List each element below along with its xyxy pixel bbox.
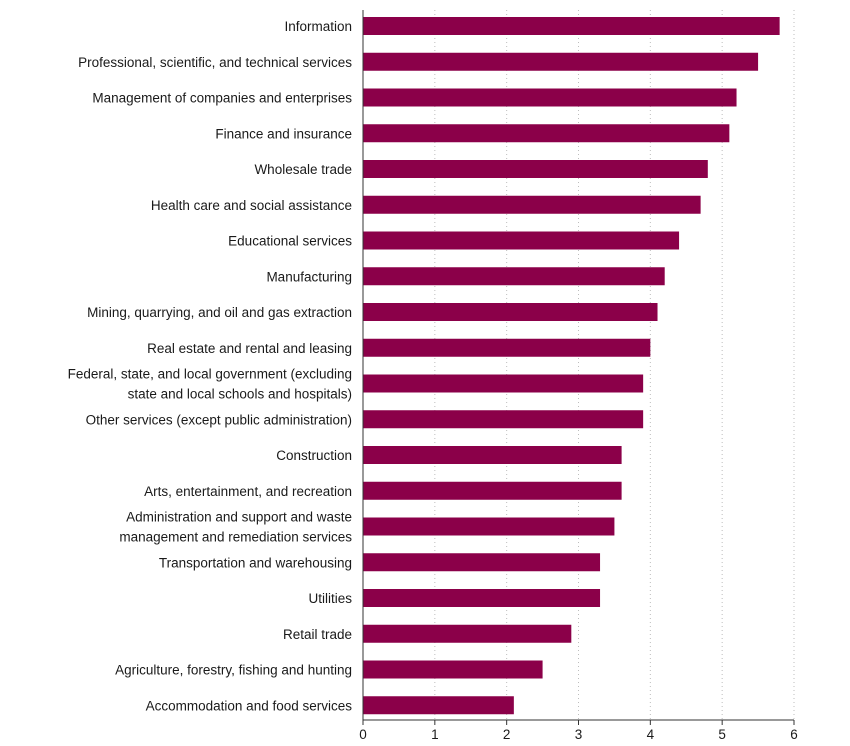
bar bbox=[363, 517, 615, 536]
x-tick-label: 4 bbox=[647, 727, 655, 742]
bar bbox=[363, 696, 514, 715]
category-label: Information bbox=[284, 19, 352, 34]
bar bbox=[363, 160, 708, 178]
x-tick-label: 6 bbox=[790, 727, 798, 742]
category-labels: Information Professional, scientific, and… bbox=[68, 19, 353, 713]
category-label: Management of companies and enterprises bbox=[92, 91, 352, 106]
category-label: Real estate and rental and leasing bbox=[147, 341, 352, 356]
category-label: Educational services bbox=[228, 234, 352, 249]
bar bbox=[363, 267, 665, 286]
category-label: Arts, entertainment, and recreation bbox=[144, 484, 352, 499]
category-label: Federal, state, and local government (ex… bbox=[68, 367, 352, 402]
gridlines bbox=[434, 10, 795, 720]
category-label: Finance and insurance bbox=[215, 126, 352, 141]
category-label: Accommodation and food services bbox=[146, 698, 353, 713]
category-label: Agriculture, forestry, fishing and hunti… bbox=[115, 663, 352, 678]
bar bbox=[363, 231, 680, 250]
x-axis: 0 1 2 3 4 5 6 bbox=[359, 10, 798, 742]
category-label: Manufacturing bbox=[266, 269, 352, 284]
category-label: Health care and social assistance bbox=[151, 198, 352, 213]
category-label: Mining, quarrying, and oil and gas extra… bbox=[87, 305, 352, 320]
bar bbox=[363, 660, 543, 679]
bar bbox=[363, 410, 644, 429]
bar bbox=[363, 17, 780, 35]
category-label: Retail trade bbox=[283, 627, 352, 642]
category-label: Transportation and warehousing bbox=[159, 555, 352, 570]
x-tick-label: 0 bbox=[359, 727, 367, 742]
x-tick-label: 5 bbox=[718, 727, 726, 742]
category-label: Construction bbox=[276, 448, 352, 463]
category-label: Utilities bbox=[308, 591, 352, 606]
category-label: Professional, scientific, and technical … bbox=[78, 55, 352, 70]
bar bbox=[363, 52, 759, 71]
bar bbox=[363, 303, 658, 321]
bar bbox=[363, 446, 622, 464]
bar bbox=[363, 553, 601, 572]
x-tick-label: 1 bbox=[431, 727, 439, 742]
category-label: Administration and support and waste mana… bbox=[119, 510, 352, 545]
bar bbox=[363, 195, 701, 214]
category-label: Other services (except public administra… bbox=[86, 412, 352, 427]
bar bbox=[363, 88, 737, 107]
x-tick-label: 2 bbox=[503, 727, 511, 742]
bar bbox=[363, 374, 644, 393]
bar bbox=[363, 481, 622, 500]
bar bbox=[363, 338, 651, 357]
category-label: Wholesale trade bbox=[254, 162, 352, 177]
x-tick-label: 3 bbox=[575, 727, 583, 742]
bars bbox=[363, 17, 780, 715]
bar bbox=[363, 589, 601, 607]
bar bbox=[363, 124, 730, 143]
bar bbox=[363, 624, 572, 643]
